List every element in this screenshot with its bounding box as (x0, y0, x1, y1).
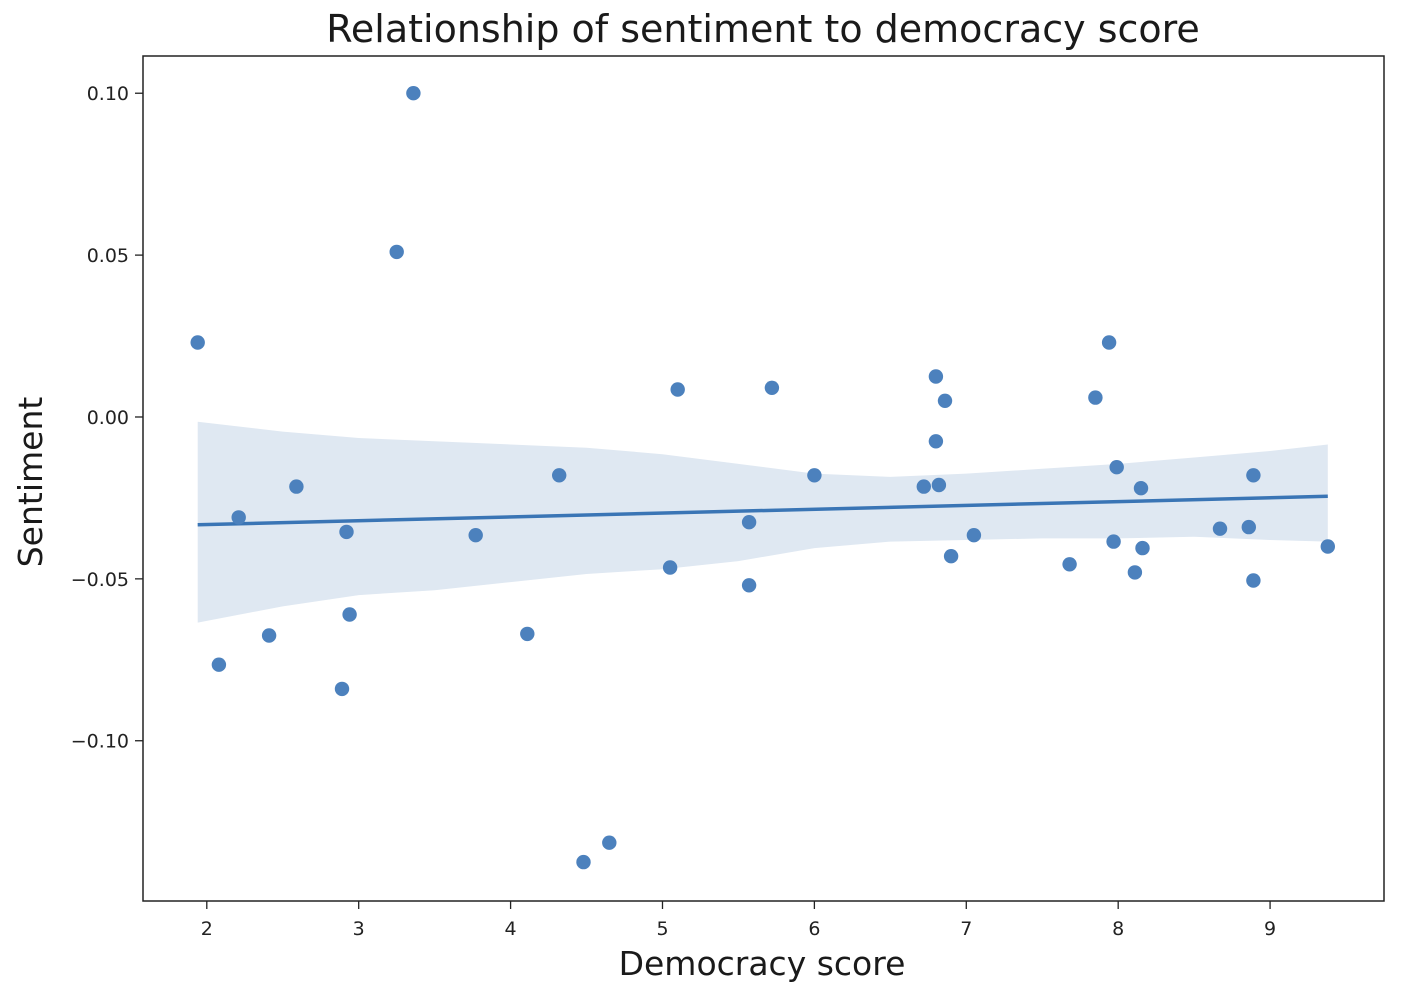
data-point (741, 578, 757, 593)
data-point (576, 854, 591, 870)
x-tick-label: 3 (353, 918, 365, 940)
data-point (741, 515, 757, 530)
plot-frame (142, 55, 1385, 902)
data-point (552, 468, 567, 483)
data-point (1212, 521, 1228, 536)
y-tick-label: −0.05 (71, 569, 129, 591)
data-point (520, 626, 535, 642)
y-tick-label: 0.00 (87, 407, 129, 429)
data-point (764, 380, 780, 395)
x-tick-label: 7 (960, 918, 972, 940)
regression-line (197, 494, 1328, 527)
data-points-layer (190, 86, 1336, 870)
data-point (1320, 539, 1336, 554)
data-point (190, 335, 205, 350)
data-point (1246, 468, 1261, 483)
regression-line-layer (197, 494, 1328, 527)
data-point (1135, 540, 1150, 556)
data-point (1106, 534, 1121, 549)
data-point (662, 560, 678, 575)
data-point (1062, 557, 1077, 572)
data-point (342, 607, 357, 622)
data-point (1241, 519, 1257, 535)
x-tick-label: 8 (1112, 918, 1124, 940)
data-point (211, 657, 227, 672)
data-point (602, 835, 617, 850)
data-point (1088, 390, 1103, 405)
confidence-band-layer (197, 421, 1328, 623)
data-point (943, 549, 959, 564)
x-tick-label: 6 (808, 918, 820, 940)
data-point (231, 510, 246, 525)
data-point (928, 369, 944, 384)
data-point (406, 86, 421, 101)
x-tick-label: 9 (1264, 918, 1276, 940)
data-point (334, 681, 350, 697)
data-point (1101, 335, 1117, 350)
y-tick-label: −0.10 (71, 731, 129, 753)
x-tick-label: 4 (505, 918, 517, 940)
data-point (807, 468, 822, 483)
x-axis-ticks: 2 3 4 5 6 7 8 9 (201, 901, 1276, 940)
data-point (261, 628, 277, 643)
y-tick-label: 0.10 (87, 83, 129, 105)
data-point (670, 382, 685, 397)
y-axis-ticks: 0.10 0.05 0.00 −0.05 −0.10 (71, 83, 143, 753)
data-point (1127, 565, 1143, 580)
data-point (289, 479, 304, 494)
data-point (1246, 573, 1261, 588)
y-tick-label: 0.05 (87, 245, 129, 267)
data-point (966, 528, 982, 543)
data-point (937, 393, 953, 408)
data-point (1109, 460, 1124, 475)
y-axis-label: Sentiment (11, 397, 50, 568)
confidence-band (197, 421, 1328, 623)
data-point (1133, 481, 1149, 496)
data-point (928, 434, 944, 449)
x-tick-label: 5 (656, 918, 668, 940)
x-axis-label: Democracy score (619, 944, 906, 983)
data-point (339, 524, 354, 540)
chart-title: Relationship of sentiment to democracy s… (326, 7, 1200, 51)
data-point (389, 244, 404, 260)
data-point (931, 477, 947, 493)
x-tick-label: 2 (201, 918, 213, 940)
data-point (916, 479, 931, 494)
data-point (468, 528, 483, 543)
